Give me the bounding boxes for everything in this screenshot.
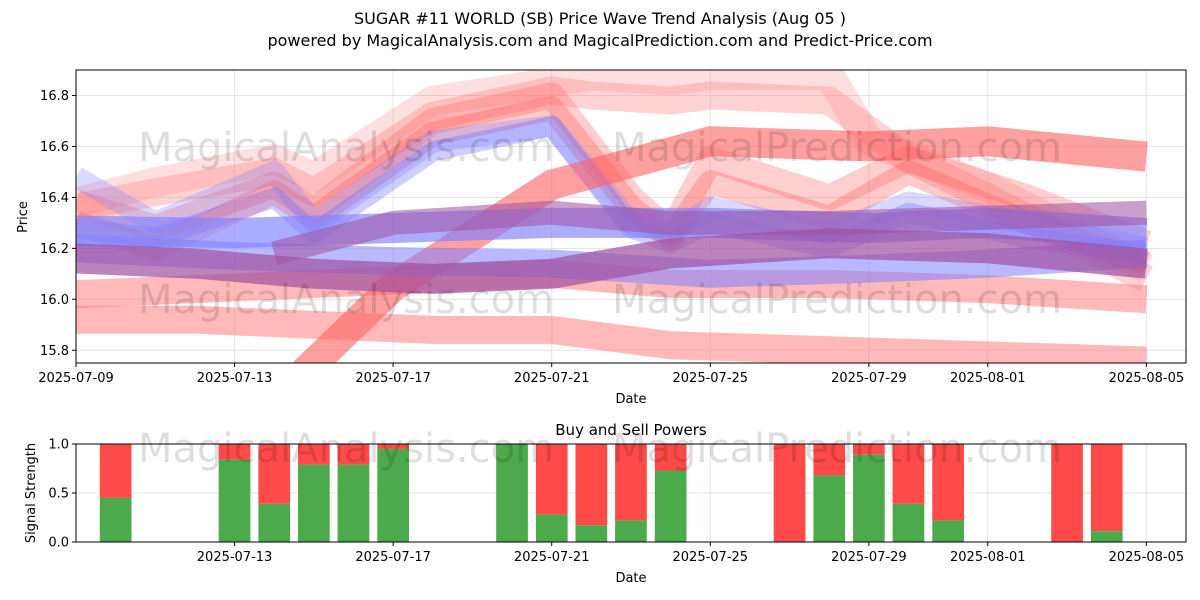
buy-bar — [853, 454, 885, 542]
x-tick-label: 2025-07-13 — [197, 550, 273, 565]
sell-bar — [99, 444, 132, 498]
x-tick-label: 2025-08-01 — [950, 550, 1026, 565]
watermark-text: MagicalPrediction.com — [612, 426, 1062, 472]
watermark-text: MagicalAnalysis.com — [138, 125, 554, 171]
buy-bar — [298, 464, 330, 542]
signal-watermarks: MagicalAnalysis.com MagicalPrediction.co… — [138, 426, 1062, 472]
y-tick-label: 16.6 — [40, 140, 69, 155]
sell-bar — [218, 444, 251, 460]
price-wave-series — [76, 70, 1154, 363]
watermark-text: MagicalAnalysis.com — [138, 277, 554, 323]
wave-series-13 — [271, 200, 1147, 266]
signal-bars — [99, 444, 1123, 542]
price-watermarks: MagicalAnalysis.com MagicalPrediction.co… — [138, 125, 1062, 323]
sell-bar — [853, 444, 885, 455]
buy-bar — [496, 444, 528, 542]
buy-bar — [258, 503, 291, 542]
y-tick-label: 16.4 — [40, 191, 69, 206]
sell-bar — [1051, 444, 1083, 542]
chart-title: SUGAR #11 WORLD (SB) Price Wave Trend An… — [353, 9, 847, 28]
buy-bar — [654, 470, 687, 542]
price-x-axis: 2025-07-09 2025-07-13 2025-07-17 2025-07-21… — [38, 363, 1184, 386]
wave-series-7 — [76, 305, 1147, 363]
signal-y-axis: 0.0 0.5 1.0 — [48, 438, 76, 551]
sell-bar — [773, 444, 806, 542]
x-tick-label: 2025-08-05 — [1109, 550, 1185, 565]
x-tick-label: 2025-07-17 — [355, 371, 431, 386]
y-tick-label: 16.0 — [40, 293, 69, 308]
sell-bar — [535, 444, 568, 515]
x-tick-label: 2025-07-21 — [514, 371, 590, 386]
wave-series-9 — [292, 126, 1148, 363]
sell-bar — [258, 444, 291, 504]
price-chart: MagicalAnalysis.com MagicalPrediction.co… — [16, 69, 1187, 407]
sell-bar — [1090, 444, 1123, 532]
y-tick-label: 0.5 — [48, 487, 69, 502]
signal-chart-title: Buy and Sell Powers — [555, 421, 707, 439]
buy-bar — [932, 520, 964, 542]
sell-bar — [615, 444, 647, 521]
signal-y-axis-label: Signal Strength — [24, 443, 39, 543]
price-plot-frame — [75, 69, 1187, 364]
price-y-axis-label: Price — [16, 201, 31, 233]
x-tick-label: 2025-08-01 — [950, 371, 1026, 386]
buy-bar — [813, 475, 846, 542]
sell-bar — [654, 444, 687, 471]
buy-bar — [218, 459, 251, 542]
y-tick-label: 16.2 — [40, 242, 69, 257]
y-tick-label: 16.8 — [40, 89, 69, 104]
y-tick-label: 15.8 — [40, 344, 69, 359]
signal-chart: Buy and Sell Powers MagicalAnalysis.com … — [24, 421, 1187, 586]
sell-bar — [377, 444, 409, 449]
x-tick-label: 2025-07-09 — [38, 371, 114, 386]
sell-bar — [813, 444, 846, 476]
price-y-axis: 15.8 16.0 16.2 16.4 16.6 16.8 — [40, 89, 76, 359]
price-x-axis-label: Date — [615, 392, 646, 407]
sell-bar — [298, 444, 330, 465]
buy-bar — [575, 525, 608, 542]
x-tick-label: 2025-07-17 — [355, 550, 431, 565]
x-tick-label: 2025-08-05 — [1109, 371, 1185, 386]
watermark-text: MagicalPrediction.com — [612, 125, 1062, 171]
sell-bar — [575, 444, 608, 526]
signal-x-axis-label: Date — [615, 571, 646, 586]
wave-series-12 — [76, 228, 1148, 294]
x-tick-label: 2025-07-25 — [673, 550, 749, 565]
buy-bar — [99, 497, 132, 542]
sell-bar — [892, 444, 925, 504]
y-tick-label: 1.0 — [48, 438, 69, 453]
x-tick-label: 2025-07-29 — [831, 550, 907, 565]
buy-bar — [615, 520, 647, 542]
chart-subtitle: powered by MagicalAnalysis.com and Magic… — [267, 31, 933, 50]
buy-bar — [1090, 531, 1123, 542]
sell-bar — [337, 444, 370, 465]
signal-x-axis: 2025-07-13 2025-07-17 2025-07-21 2025-07-25… — [197, 542, 1184, 565]
watermark-text: MagicalAnalysis.com — [138, 426, 554, 472]
buy-bar — [892, 503, 925, 542]
buy-bar — [337, 464, 370, 542]
x-tick-label: 2025-07-29 — [831, 371, 907, 386]
x-tick-label: 2025-07-25 — [673, 371, 749, 386]
buy-bar — [377, 448, 409, 542]
y-tick-label: 0.0 — [48, 536, 69, 551]
watermark-text: MagicalPrediction.com — [612, 277, 1062, 323]
x-tick-label: 2025-07-13 — [197, 371, 273, 386]
x-tick-label: 2025-07-21 — [514, 550, 590, 565]
buy-bar — [535, 514, 568, 542]
sell-bar — [932, 444, 964, 521]
